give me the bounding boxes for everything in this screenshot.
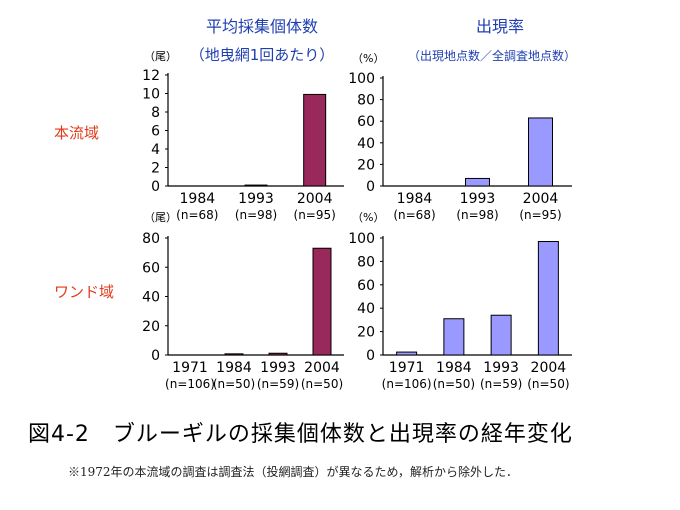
figure-footnote: ※1972年の本流域の調査は調査法（投網調査）が異なるため，解析から除外した． xyxy=(68,465,518,479)
chart-count-main-channel: （尾） 0 2 4 6 8 10 12 1984(n=68) 1993(n=98) 2004(n=9… xyxy=(142,50,344,222)
bar-1984 xyxy=(443,318,465,356)
x-category-label: 2004 xyxy=(523,191,559,207)
y-tick-label: 40 xyxy=(142,290,160,306)
bar-1993 xyxy=(244,184,268,187)
chart-count-wando: （尾）0204060801971(n=106)1984(n=50)1993(n=… xyxy=(142,211,344,391)
right-column-subtitle: （出現地点数／全調査地点数） xyxy=(408,48,576,63)
y-tick-label: 4 xyxy=(151,142,160,158)
bar-1993 xyxy=(490,314,512,356)
y-unit-label: （%） xyxy=(352,211,384,224)
bar-2004 xyxy=(528,117,553,187)
bar-1984 xyxy=(224,353,244,356)
x-category-sample-size: (n=95) xyxy=(519,208,561,222)
x-category-label: 1993 xyxy=(260,360,296,376)
y-tick-label: 80 xyxy=(142,231,160,247)
y-tick-label: 20 xyxy=(357,325,375,341)
x-category-label: 1984 xyxy=(216,360,252,376)
x-category-label: 2004 xyxy=(531,360,567,376)
left-column-title: 平均採集個体数 xyxy=(206,17,318,36)
x-category-label: 1993 xyxy=(238,191,274,207)
y-tick-label: 6 xyxy=(151,124,160,140)
x-category-sample-size: (n=50) xyxy=(527,377,569,391)
x-category-sample-size: (n=59) xyxy=(257,377,299,391)
x-category-label: 1971 xyxy=(389,360,425,376)
x-category-label: 1993 xyxy=(460,191,496,207)
y-unit-label: （尾） xyxy=(144,211,177,224)
x-category-label: 1984 xyxy=(180,191,216,207)
chart-rate-main-channel: （%） 0 20 40 60 80 100 1984(n=68) 1993(n=98) 2004(… xyxy=(348,52,572,222)
y-tick-label: 100 xyxy=(348,231,375,247)
y-tick-label: 40 xyxy=(357,301,375,317)
x-category-sample-size: (n=68) xyxy=(176,208,218,222)
bar-1971 xyxy=(396,351,418,356)
y-tick-label: 60 xyxy=(142,260,160,276)
x-category-sample-size: (n=68) xyxy=(393,208,435,222)
y-tick-label: 0 xyxy=(366,348,375,364)
y-tick-label: 40 xyxy=(357,136,375,152)
x-category-sample-size: (n=106) xyxy=(165,377,215,391)
x-category-label: 2004 xyxy=(304,360,340,376)
x-category-sample-size: (n=98) xyxy=(235,208,277,222)
bar-2004 xyxy=(303,93,327,187)
y-tick-label: 20 xyxy=(357,157,375,173)
x-category-sample-size: (n=95) xyxy=(294,208,336,222)
x-category-label: 2004 xyxy=(297,191,333,207)
bar-2004 xyxy=(312,247,332,356)
y-tick-label: 80 xyxy=(357,93,375,109)
left-column-subtitle: （地曳網1回あたり） xyxy=(190,46,335,64)
y-unit-label: （尾） xyxy=(144,50,177,63)
x-category-sample-size: (n=50) xyxy=(301,377,343,391)
x-category-label: 1984 xyxy=(436,360,472,376)
y-tick-label: 0 xyxy=(151,179,160,195)
x-category-sample-size: (n=106) xyxy=(382,377,432,391)
y-unit-label: （%） xyxy=(352,52,384,65)
y-tick-label: 20 xyxy=(142,319,160,335)
bar-2004 xyxy=(537,241,559,356)
y-tick-label: 12 xyxy=(142,68,160,84)
y-tick-label: 8 xyxy=(151,105,160,121)
y-tick-label: 0 xyxy=(151,348,160,364)
x-category-sample-size: (n=50) xyxy=(213,377,255,391)
y-tick-label: 10 xyxy=(142,87,160,103)
x-category-sample-size: (n=98) xyxy=(456,208,498,222)
y-tick-label: 2 xyxy=(151,161,160,177)
x-category-label: 1971 xyxy=(172,360,208,376)
chart-rate-wando: （%）0204060801001971(n=106)1984(n=50)1993… xyxy=(348,211,572,391)
x-category-sample-size: (n=59) xyxy=(480,377,522,391)
x-category-label: 1984 xyxy=(397,191,433,207)
y-tick-label: 60 xyxy=(357,114,375,130)
bar-1993 xyxy=(465,177,490,187)
figure-caption: 図4-2 ブルーギルの採集個体数と出現率の経年変化 xyxy=(28,422,573,447)
y-tick-label: 0 xyxy=(366,179,375,195)
x-category-label: 1993 xyxy=(483,360,519,376)
row-label-wando: ワンド域 xyxy=(54,283,114,301)
bar-1993 xyxy=(268,352,288,356)
y-tick-label: 100 xyxy=(348,71,375,87)
x-category-sample-size: (n=50) xyxy=(433,377,475,391)
row-label-main-channel: 本流域 xyxy=(54,124,99,142)
right-column-title: 出現率 xyxy=(476,17,524,36)
y-tick-label: 60 xyxy=(357,278,375,294)
y-tick-label: 80 xyxy=(357,254,375,270)
